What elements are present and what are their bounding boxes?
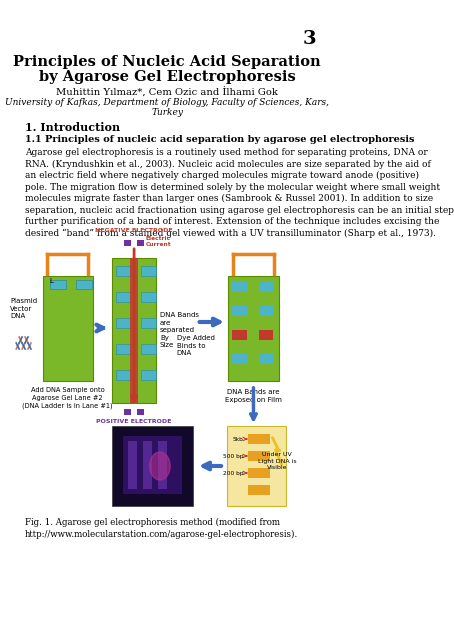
Bar	[123, 436, 182, 494]
Text: 1. Introduction: 1. Introduction	[25, 122, 120, 133]
Bar	[43, 276, 93, 381]
Text: pole. The migration flow is determined solely by the molecular weight where smal: pole. The migration flow is determined s…	[25, 182, 440, 191]
Bar	[116, 344, 130, 354]
Text: desired “band” from a stained gel viewed with a UV transilluminator (Sharp et al: desired “band” from a stained gel viewed…	[25, 228, 436, 238]
Text: http://www.molecularstation.com/agarose-gel-electrophoresis).: http://www.molecularstation.com/agarose-…	[25, 530, 298, 539]
Text: DNA Bands are
Exposed on Film: DNA Bands are Exposed on Film	[225, 389, 282, 403]
Bar	[247, 434, 270, 444]
Text: 500 bp: 500 bp	[222, 454, 243, 458]
Text: Agarose gel electrophoresis is a routinely used method for separating proteins, : Agarose gel electrophoresis is a routine…	[25, 148, 428, 157]
Text: L: L	[49, 278, 54, 284]
Text: University of Kafkas, Department of Biology, Faculty of Sciences, Kars,: University of Kafkas, Department of Biol…	[5, 98, 329, 107]
Bar	[232, 306, 247, 316]
Text: Plasmid
Vector
DNA: Plasmid Vector DNA	[10, 298, 37, 319]
Bar	[142, 266, 156, 276]
Bar	[116, 370, 130, 380]
Text: 200 bp: 200 bp	[222, 470, 243, 476]
Bar	[142, 318, 156, 328]
Text: Fig. 1. Agarose gel electrophoresis method (modified from: Fig. 1. Agarose gel electrophoresis meth…	[25, 518, 280, 527]
Bar	[76, 280, 92, 289]
Text: Electric
Current: Electric Current	[146, 236, 172, 247]
Bar	[137, 409, 144, 415]
Bar	[143, 441, 152, 489]
Text: by Agarose Gel Electrophoresis: by Agarose Gel Electrophoresis	[39, 70, 296, 84]
Text: POSITIVE ELECTRODE: POSITIVE ELECTRODE	[96, 419, 172, 424]
Bar	[259, 282, 273, 292]
Bar	[130, 258, 138, 403]
Text: NEGATIVE ELECTRODE: NEGATIVE ELECTRODE	[95, 228, 173, 233]
Bar	[227, 426, 286, 506]
Text: 5kb: 5kb	[232, 436, 243, 442]
Bar	[228, 276, 278, 381]
Bar	[124, 240, 131, 246]
Text: Turkey: Turkey	[151, 108, 183, 117]
Bar	[259, 306, 273, 316]
Text: an electric field where negatively charged molecules migrate toward anode (posit: an electric field where negatively charg…	[25, 171, 419, 180]
Text: further purification of a band of interest. Extension of the technique includes : further purification of a band of intere…	[25, 217, 439, 226]
Circle shape	[149, 452, 170, 480]
Bar	[137, 240, 144, 246]
Bar	[247, 468, 270, 478]
Text: Add DNA Sample onto
Agarose Gel Lane #2
(DNA Ladder is in Lane #1): Add DNA Sample onto Agarose Gel Lane #2 …	[22, 387, 113, 408]
Bar	[158, 441, 167, 489]
Bar	[259, 330, 273, 340]
Bar	[116, 318, 130, 328]
Bar	[112, 258, 156, 403]
Bar	[116, 292, 130, 302]
Text: 1.1 Principles of nucleic acid separation by agarose gel electrophoresis: 1.1 Principles of nucleic acid separatio…	[25, 135, 415, 144]
Bar	[128, 441, 137, 489]
Text: DNA Bands
are
separated
By
Size: DNA Bands are separated By Size	[160, 312, 199, 348]
Bar	[247, 485, 270, 495]
Bar	[232, 330, 247, 340]
Text: Muhittin Yılmaz*, Cem Ozic and İlhami Gok: Muhittin Yılmaz*, Cem Ozic and İlhami Go…	[56, 87, 278, 97]
Bar	[112, 426, 193, 506]
Bar	[259, 354, 273, 364]
Bar	[142, 292, 156, 302]
Bar	[142, 344, 156, 354]
Text: RNA. (Kryndushkin et al., 2003). Nucleic acid molecules are size separated by th: RNA. (Kryndushkin et al., 2003). Nucleic…	[25, 159, 431, 168]
Text: molecules migrate faster than larger ones (Sambrook & Russel 2001). In addition : molecules migrate faster than larger one…	[25, 194, 433, 203]
Text: 3: 3	[303, 30, 316, 48]
Bar	[142, 370, 156, 380]
Bar	[50, 280, 66, 289]
Text: separation, nucleic acid fractionation using agarose gel electrophoresis can be : separation, nucleic acid fractionation u…	[25, 205, 454, 214]
Bar	[247, 451, 270, 461]
Text: Principles of Nucleic Acid Separation: Principles of Nucleic Acid Separation	[14, 55, 321, 69]
Text: Dye Added
Binds to
DNA: Dye Added Binds to DNA	[177, 335, 215, 356]
Bar	[232, 282, 247, 292]
Bar	[232, 354, 247, 364]
Bar	[124, 409, 131, 415]
Text: Under UV
Light DNA is
Visible: Under UV Light DNA is Visible	[258, 452, 296, 470]
Bar	[116, 266, 130, 276]
